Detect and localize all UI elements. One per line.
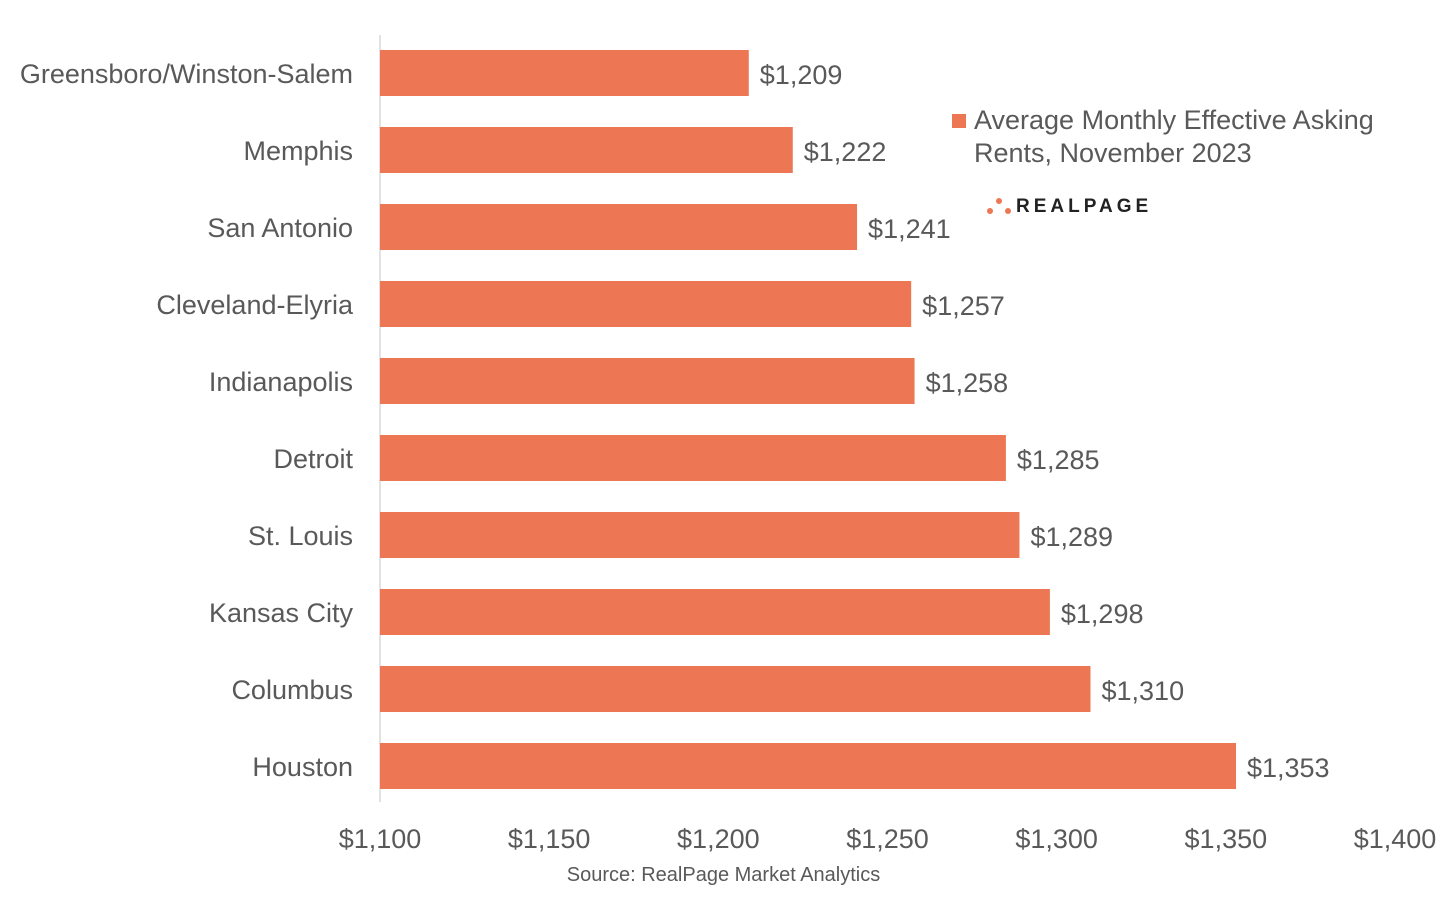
data-label: $1,353 [1247, 753, 1330, 783]
category-label: St. Louis [248, 521, 353, 551]
category-label: Detroit [273, 444, 353, 474]
bar [380, 127, 793, 173]
bar [380, 358, 915, 404]
category-label: Memphis [243, 136, 353, 166]
category-label: Kansas City [209, 598, 354, 628]
category-label: Cleveland-Elyria [156, 290, 354, 320]
category-label: Columbus [231, 675, 353, 705]
data-label: $1,257 [922, 291, 1005, 321]
data-label: $1,222 [804, 137, 887, 167]
x-tick-label: $1,400 [1354, 824, 1437, 854]
bar [380, 204, 858, 250]
logo-dots-icon [986, 196, 1016, 218]
x-tick-label: $1,250 [846, 824, 929, 854]
legend-swatch [952, 114, 966, 128]
data-label: $1,310 [1102, 676, 1185, 706]
x-tick-label: $1,150 [508, 824, 591, 854]
realpage-logo: REALPAGE [986, 196, 1152, 218]
source-note: Source: RealPage Market Analytics [566, 864, 881, 886]
data-label: $1,289 [1030, 522, 1113, 552]
x-tick-label: $1,350 [1185, 824, 1268, 854]
x-tick-label: $1,100 [339, 824, 422, 854]
category-label: Houston [252, 752, 353, 782]
bar [380, 743, 1236, 789]
logo-wordmark: REALPAGE [1016, 196, 1153, 217]
bar [380, 589, 1050, 635]
category-label: San Antonio [207, 213, 353, 243]
data-label: $1,298 [1061, 599, 1144, 629]
x-tick-label: $1,300 [1015, 824, 1098, 854]
bar [380, 435, 1006, 481]
data-label: $1,209 [760, 60, 843, 90]
category-label: Indianapolis [209, 367, 353, 397]
x-tick-label: $1,200 [677, 824, 760, 854]
data-label: $1,285 [1017, 445, 1100, 475]
legend-label: Average Monthly Effective Asking Rents, … [974, 105, 1374, 168]
legend: Average Monthly Effective Asking Rents, … [952, 104, 1402, 170]
bar [380, 512, 1020, 558]
data-label: $1,258 [926, 368, 1009, 398]
data-label: $1,241 [868, 214, 951, 244]
category-label: Greensboro/Winston-Salem [20, 59, 353, 89]
bar [380, 50, 749, 96]
bar [380, 281, 912, 327]
bar [380, 666, 1091, 712]
